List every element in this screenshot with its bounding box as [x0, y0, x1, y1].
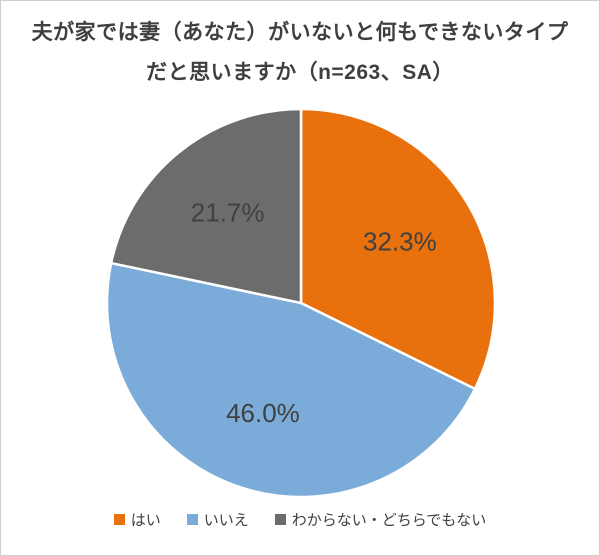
pie-slice-label-0: 32.3%: [363, 227, 437, 257]
pie-slice-2: [109, 107, 303, 305]
chart-title: 夫が家では妻（あなた）がいないと何もできないタイプ だと思いますか（n=263、…: [1, 1, 599, 93]
chart-title-line1: 夫が家では妻（あなた）がいないと何もできないタイプ: [31, 21, 569, 44]
legend-swatch-icon: [186, 514, 198, 525]
legend-label: わからない・どちらでもない: [291, 512, 487, 529]
legend-swatch-icon: [113, 514, 125, 525]
pie-slice-0: [299, 107, 497, 391]
chart-legend: はい いいえ わからない・どちらでもない: [1, 509, 599, 530]
pie-slice-label-2: 21.7%: [191, 198, 265, 228]
legend-item-2: わからない・どちらでもない: [274, 509, 487, 530]
chart-title-line2: だと思いますか（n=263、SA）: [146, 61, 454, 84]
legend-swatch-icon: [274, 514, 286, 525]
pie-slice-1: [105, 261, 477, 499]
legend-label: いいえ: [203, 512, 249, 529]
legend-item-1: いいえ: [186, 509, 249, 530]
pie-chart: 32.3% 46.0% 21.7%: [105, 107, 497, 499]
legend-label: はい: [130, 512, 161, 529]
pie-slice-label-1: 46.0%: [226, 398, 300, 428]
legend-item-0: はい: [113, 509, 161, 530]
